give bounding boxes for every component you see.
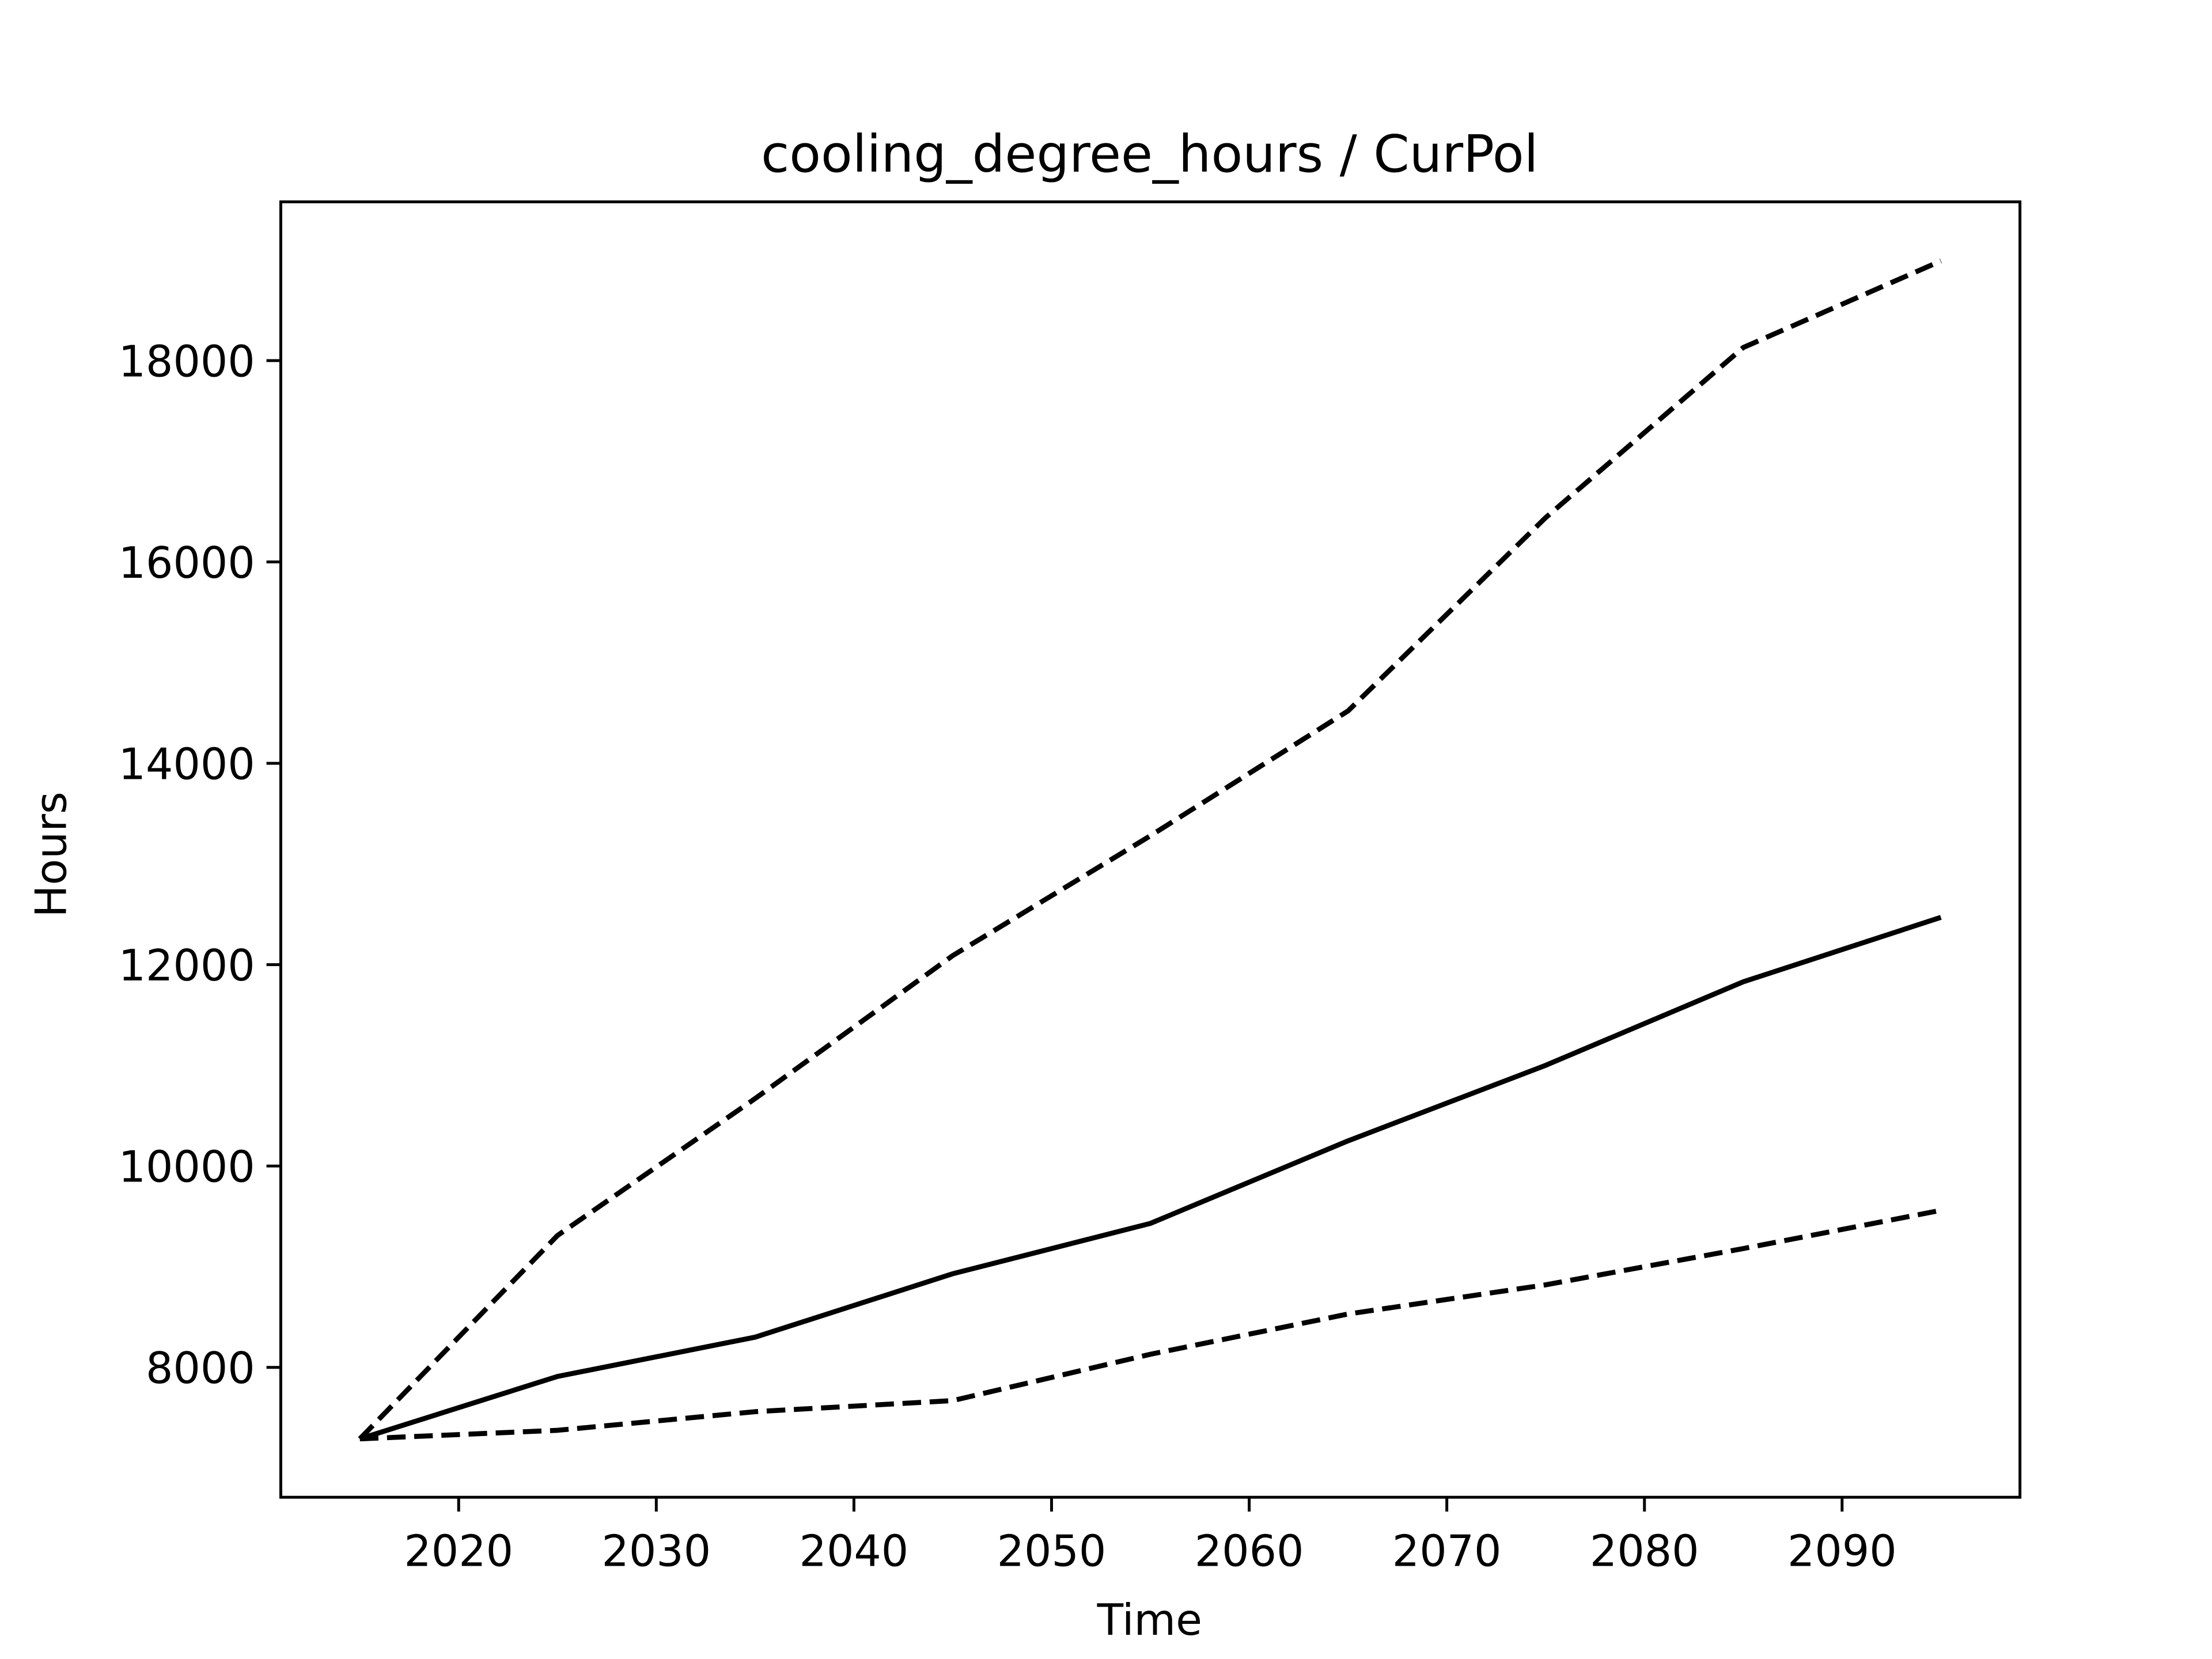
y-axis-label: Hours — [26, 791, 77, 917]
series-line — [358, 258, 1942, 1441]
chart-title: cooling_degree_hours / CurPol — [761, 124, 1538, 184]
y-tick-label: 18000 — [119, 336, 255, 387]
y-tick-label: 12000 — [119, 941, 255, 991]
x-tick-label: 2070 — [1392, 1526, 1502, 1576]
y-tick-label: 8000 — [146, 1343, 255, 1393]
y-tick-label: 10000 — [119, 1142, 255, 1192]
x-tick-label: 2020 — [404, 1526, 513, 1576]
series-line — [359, 1207, 1942, 1442]
series-line — [359, 915, 1942, 1441]
x-tick-label: 2090 — [1787, 1526, 1897, 1576]
y-tick-label: 14000 — [119, 739, 255, 789]
x-tick-label: 2030 — [601, 1526, 711, 1576]
x-axis-label: Time — [1097, 1595, 1202, 1645]
x-tick-label: 2080 — [1590, 1526, 1699, 1576]
plot-frame — [279, 200, 2022, 1499]
y-tick-label: 16000 — [119, 538, 255, 588]
x-tick-label: 2040 — [800, 1526, 909, 1576]
x-tick-label: 2050 — [997, 1526, 1107, 1576]
x-tick-label: 2060 — [1195, 1526, 1304, 1576]
